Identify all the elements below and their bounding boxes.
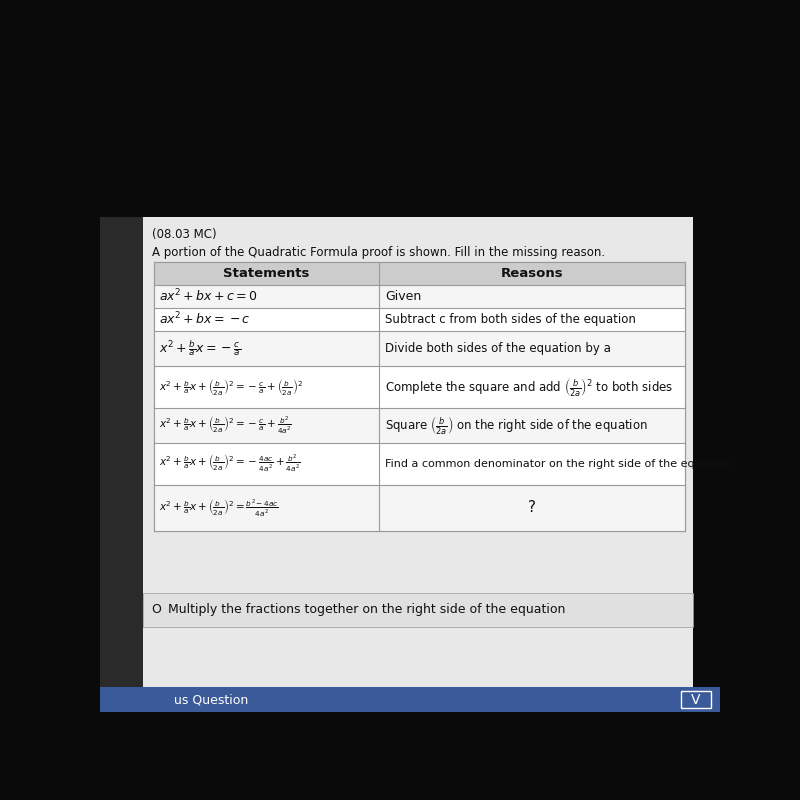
Text: $x^2 + \frac{b}{a}x + \left(\frac{b}{2a}\right)^2 = -\frac{c}{a} + \left(\frac{b: $x^2 + \frac{b}{a}x + \left(\frac{b}{2a}…	[159, 377, 302, 397]
Text: $ax^2 + bx + c = 0$: $ax^2 + bx + c = 0$	[159, 288, 258, 305]
Text: V: V	[691, 693, 701, 706]
Text: Divide both sides of the equation by a: Divide both sides of the equation by a	[386, 342, 611, 354]
Text: Given: Given	[386, 290, 422, 302]
Text: Square $\left(\frac{b}{2a}\right)$ on the right side of the equation: Square $\left(\frac{b}{2a}\right)$ on th…	[386, 414, 648, 436]
Text: Statements: Statements	[223, 266, 310, 280]
Text: Complete the square and add $\left(\frac{b}{2a}\right)^2$ to both sides: Complete the square and add $\left(\frac…	[386, 376, 674, 398]
Text: Multiply the fractions together on the right side of the equation: Multiply the fractions together on the r…	[164, 603, 566, 617]
Text: $x^2 + \frac{b}{a}x + \left(\frac{b}{2a}\right)^2 = -\frac{4ac}{4a^2} + \frac{b^: $x^2 + \frac{b}{a}x + \left(\frac{b}{2a}…	[159, 453, 301, 474]
Text: O: O	[152, 603, 162, 617]
Bar	[154, 262, 685, 285]
Bar	[100, 217, 142, 694]
Text: $ax^2 + bx = -c$: $ax^2 + bx = -c$	[159, 311, 250, 328]
Text: $x^2 + \frac{b}{a}x = -\frac{c}{a}$: $x^2 + \frac{b}{a}x = -\frac{c}{a}$	[159, 338, 241, 358]
Text: $x^2 + \frac{b}{a}x + \left(\frac{b}{2a}\right)^2 = -\frac{c}{a} + \frac{b^2}{4a: $x^2 + \frac{b}{a}x + \left(\frac{b}{2a}…	[159, 414, 292, 436]
Text: ?: ?	[528, 501, 536, 515]
Text: (08.03 MC): (08.03 MC)	[152, 229, 217, 242]
Bar	[142, 593, 693, 627]
Bar	[154, 485, 685, 531]
Text: Subtract c from both sides of the equation: Subtract c from both sides of the equati…	[386, 313, 636, 326]
Bar	[154, 285, 685, 308]
Text: A portion of the Quadratic Formula proof is shown. Fill in the missing reason.: A portion of the Quadratic Formula proof…	[152, 246, 605, 259]
Bar	[682, 691, 710, 708]
Text: $x^2 + \frac{b}{a}x + \left(\frac{b}{2a}\right)^2 = \frac{b^2 - 4ac}{4a^2}$: $x^2 + \frac{b}{a}x + \left(\frac{b}{2a}…	[159, 498, 278, 518]
Bar	[154, 331, 685, 366]
Bar	[154, 262, 685, 531]
Text: Reasons: Reasons	[501, 266, 563, 280]
Text: us Question: us Question	[174, 693, 248, 706]
Bar	[100, 687, 720, 712]
Bar	[142, 217, 693, 694]
Text: Find a common denominator on the right side of the equation: Find a common denominator on the right s…	[386, 458, 730, 469]
Bar	[154, 408, 685, 442]
